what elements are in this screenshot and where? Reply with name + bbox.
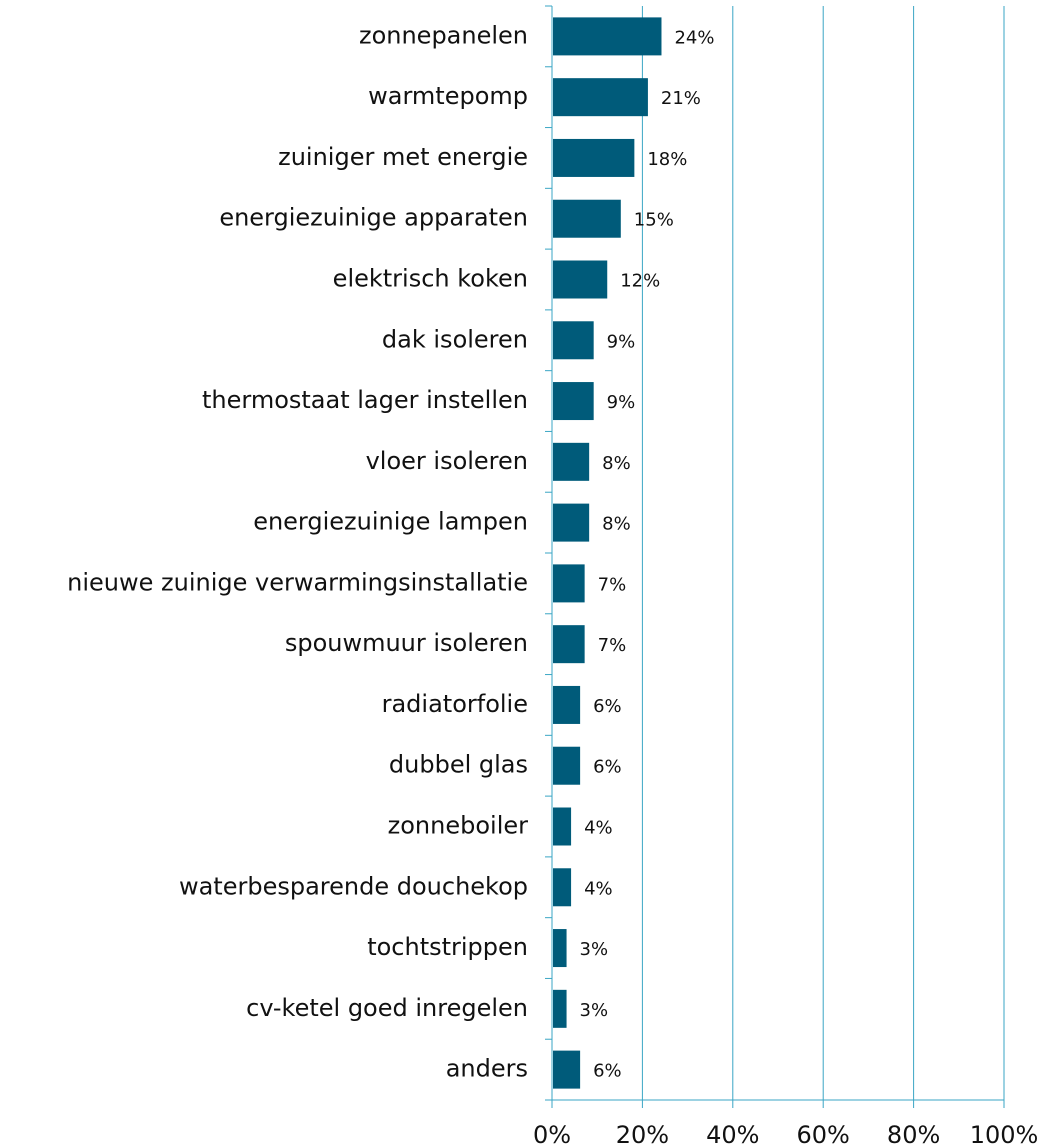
bar — [553, 625, 585, 664]
y-tick-label: anders — [446, 1055, 528, 1083]
y-tick-label: vloer isoleren — [366, 447, 528, 475]
y-tick-label: warmtepomp — [368, 82, 528, 110]
value-label: 4% — [584, 818, 613, 839]
y-tick-label: energiezuinige apparaten — [219, 204, 528, 232]
value-label: 6% — [593, 1061, 622, 1082]
bar — [553, 685, 581, 724]
y-tick-label: nieuwe zuinige verwarmingsinstallatie — [67, 568, 528, 596]
value-label: 6% — [593, 696, 622, 717]
value-label: 12% — [620, 271, 660, 292]
x-tick-label: 100% — [970, 1121, 1039, 1148]
bar — [553, 260, 608, 299]
y-tick-label: tochtstrippen — [367, 933, 528, 961]
bar — [553, 17, 662, 56]
x-tick-label: 20% — [616, 1121, 669, 1148]
value-label: 15% — [634, 210, 674, 231]
y-tick-label: thermostaat lager instellen — [202, 386, 528, 414]
bar — [553, 868, 572, 907]
value-label: 8% — [602, 514, 631, 535]
value-label: 18% — [647, 149, 687, 170]
x-tick-label: 60% — [797, 1121, 850, 1148]
bar — [553, 382, 594, 421]
bar — [553, 138, 635, 177]
bar — [553, 503, 590, 542]
value-label: 9% — [607, 331, 636, 352]
value-label: 7% — [598, 635, 627, 656]
bar — [553, 199, 621, 238]
y-tick-label: zuiniger met energie — [278, 143, 528, 171]
value-label: 3% — [580, 1000, 609, 1021]
bar — [553, 1050, 581, 1089]
bar — [553, 78, 648, 117]
bar — [553, 321, 594, 360]
value-label: 6% — [593, 757, 622, 778]
y-tick-label: radiatorfolie — [382, 690, 528, 718]
y-tick-label: elektrisch koken — [333, 265, 528, 293]
y-tick-label: dubbel glas — [389, 751, 528, 779]
value-label: 3% — [580, 939, 609, 960]
bar — [553, 807, 572, 846]
value-label: 8% — [602, 453, 631, 474]
bar — [553, 442, 590, 481]
bar — [553, 746, 581, 785]
value-label: 21% — [661, 88, 701, 109]
y-tick-label: cv-ketel goed inregelen — [246, 994, 528, 1022]
value-label: 4% — [584, 878, 613, 899]
value-label: 9% — [607, 392, 636, 413]
y-tick-label: zonnepanelen — [359, 21, 528, 49]
value-label: 7% — [598, 574, 627, 595]
bar — [553, 564, 585, 603]
x-tick-label: 0% — [533, 1121, 571, 1148]
y-tick-label: dak isoleren — [382, 325, 528, 353]
x-tick-label: 40% — [706, 1121, 759, 1148]
y-tick-label: energiezuinige lampen — [253, 508, 528, 536]
y-tick-label: waterbesparende douchekop — [179, 872, 528, 900]
value-label: 24% — [674, 27, 714, 48]
bar — [553, 989, 567, 1028]
x-tick-label: 80% — [887, 1121, 940, 1148]
bar — [553, 929, 567, 968]
y-tick-label: zonneboiler — [388, 812, 528, 840]
y-tick-label: spouwmuur isoleren — [285, 629, 528, 657]
